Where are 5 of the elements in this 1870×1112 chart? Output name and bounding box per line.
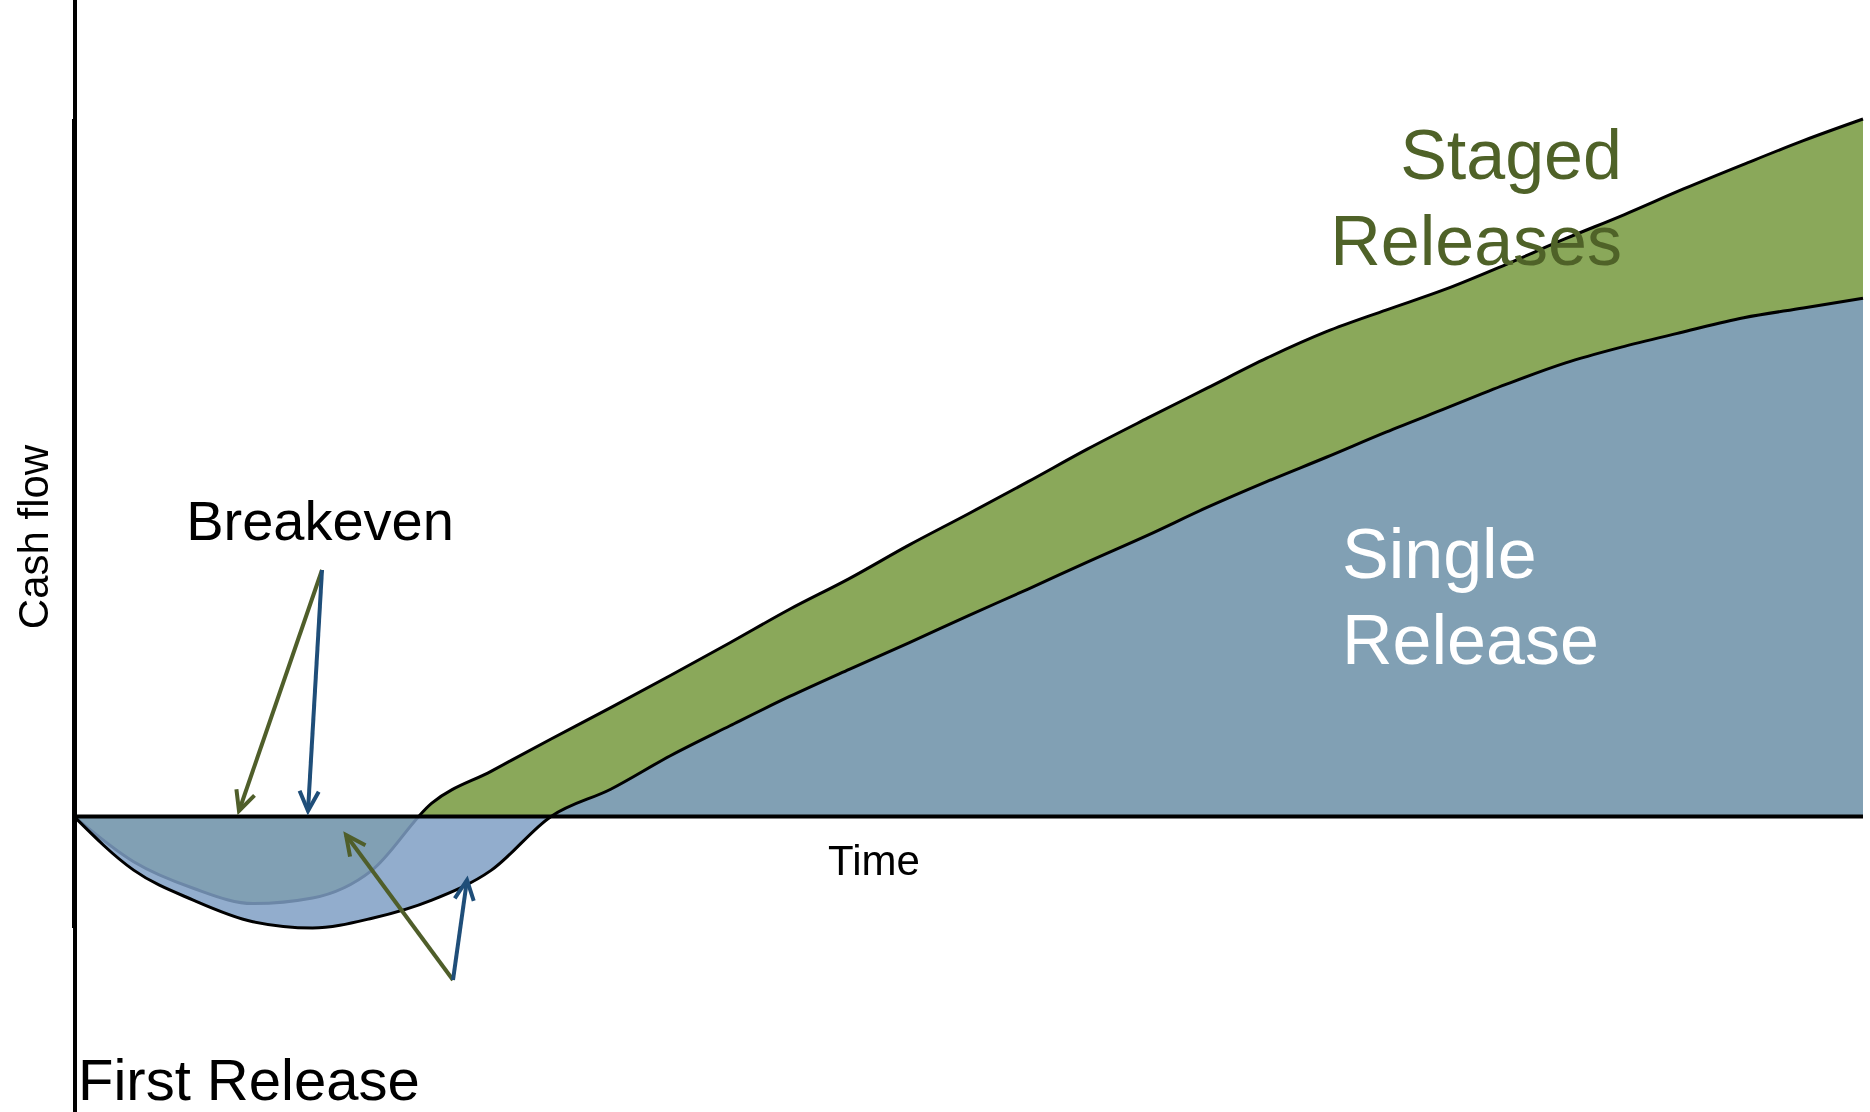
x-axis-title: Time xyxy=(828,837,920,884)
annotation: Breakeven xyxy=(186,489,454,552)
series-label: Single Release xyxy=(1342,515,1599,679)
text: First Release xyxy=(78,1047,420,1112)
y-axis-title: Cash flow xyxy=(10,444,57,630)
